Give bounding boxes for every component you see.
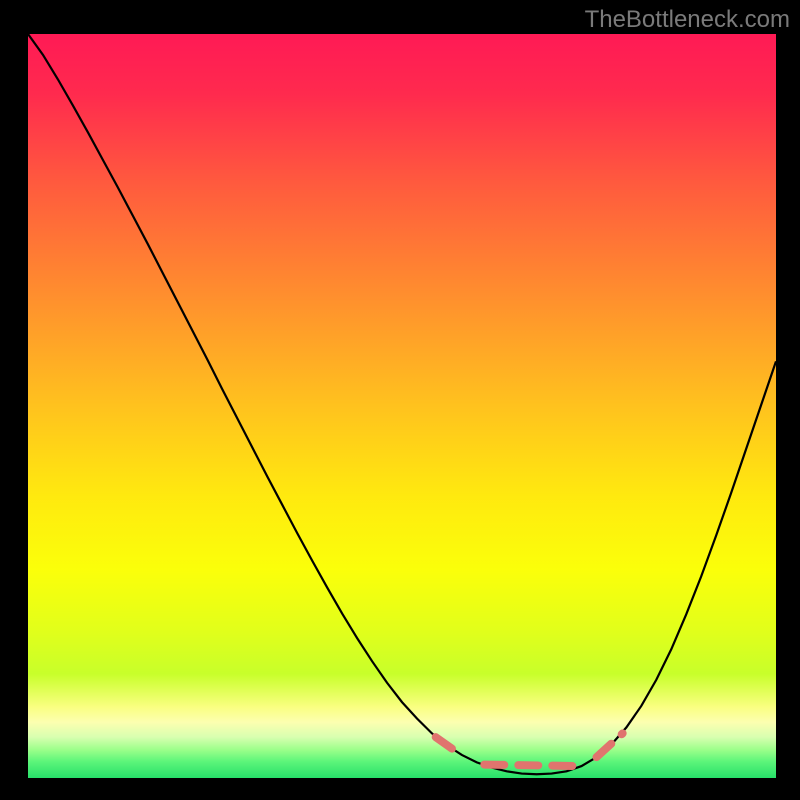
chart-svg — [28, 34, 776, 778]
watermark-text: TheBottleneck.com — [585, 6, 790, 34]
optimal-range-highlight — [484, 765, 581, 766]
plot-area — [28, 34, 776, 778]
